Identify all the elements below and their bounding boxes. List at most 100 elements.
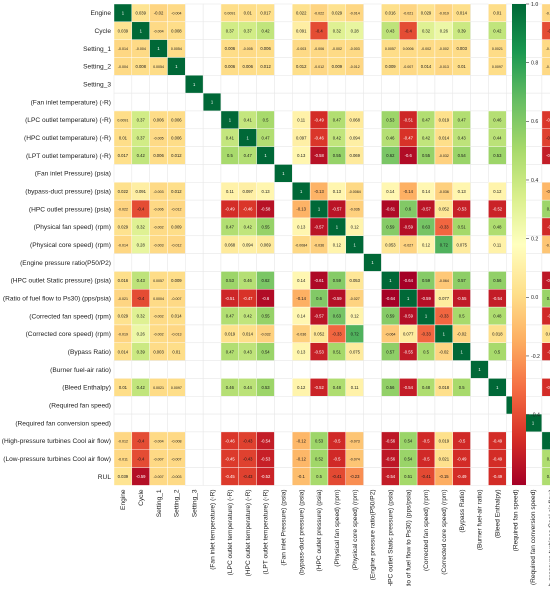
cell-value-21-8: 0.53: [261, 385, 270, 390]
y-tick-label-25: (Low-pressure turbines Cool air flow): [3, 456, 111, 463]
heatmap-cell-16-9: [274, 289, 292, 307]
y-axis-labels: EngineCycleSetting_1Setting_2Setting_3(F…: [2, 10, 112, 481]
cell-value-10-17: 0.14: [422, 189, 431, 194]
cell-value-7-21: 0.44: [493, 135, 502, 140]
cell-value-13-1: 0.28: [137, 242, 146, 247]
x-tick-label-15: (HPC outlet Static pressure) (psia): [388, 489, 395, 586]
heatmap-cell-0-4: [185, 4, 203, 22]
heatmap-cell-14-4: [185, 254, 203, 272]
x-tick-label-3: Setting_2: [174, 489, 181, 517]
heatmap-cell-22-19: [453, 396, 471, 414]
heatmap-cell-9-7: [239, 164, 257, 182]
cell-value-6-16: -0.51: [403, 117, 413, 122]
heatmap-cell-2-4: [185, 40, 203, 58]
heatmap-cell-20-21: [488, 361, 506, 379]
heatmap-cell-22-4: [185, 396, 203, 414]
cell-value-25-16: 0.54: [404, 456, 413, 461]
heatmap-cell-1-23: [524, 22, 542, 40]
cell-value-10-19: 0.13: [458, 189, 467, 194]
x-tick-label-6: (LPC outlet temperature) (◦R): [227, 489, 234, 575]
cell-value-0-10: 0.022: [296, 11, 307, 16]
cell-value-11-15: -0.61: [386, 207, 396, 212]
cell-value-25-18: 0.021: [439, 456, 450, 461]
heatmap-cell-10-9: [274, 182, 292, 200]
cell-value-21-18: 0.018: [439, 385, 450, 390]
x-tick-label-14: (Engine pressure ratio(P50/P2): [370, 489, 377, 580]
heatmap-cell-4-23: [524, 75, 542, 93]
heatmap-cell-4-15: [381, 75, 399, 93]
cell-value-8-10: 0.13: [297, 153, 306, 158]
cell-value-3-17: 0.014: [421, 64, 432, 69]
cell-value-17-8: 0.55: [261, 314, 270, 319]
cell-value-13-17: 0.12: [422, 242, 431, 247]
cell-value-16-10: -0.14: [296, 296, 306, 301]
heatmap-cell-7-4: [185, 129, 203, 147]
cell-value-15-10: 0.14: [297, 278, 306, 283]
y-tick-label-17: (Corrected fan speed) (rpm): [29, 313, 111, 320]
heatmap-cell-9-3: [167, 164, 185, 182]
y-tick-label-18: (Corrected core speed) (rpm): [26, 331, 111, 338]
heatmap-cell-20-11: [310, 361, 328, 379]
x-tick-label-19: (Bypass Ratio): [459, 489, 466, 532]
y-tick-label-20: (Burner fuel-air ratio): [50, 367, 111, 374]
cell-value-1-13: 0.28: [351, 28, 360, 33]
heatmap-cell-8-5: [203, 147, 221, 165]
heatmap-cell-5-8: [257, 93, 275, 111]
cell-value-18-1: 0.26: [137, 331, 146, 336]
heatmap-cell-20-17: [417, 361, 435, 379]
cell-value-15-24: -0.56: [546, 278, 550, 283]
heatmap-cell-20-8: [257, 361, 275, 379]
cell-value-12-10: 0.13: [297, 224, 306, 229]
heatmap-cell-7-14: [364, 129, 382, 147]
heatmap-cell-14-20: [471, 254, 489, 272]
heatmap-cell-5-4: [185, 93, 203, 111]
cell-value-21-16: -0.54: [403, 385, 413, 390]
cell-value-12-11: -0.57: [314, 224, 324, 229]
heatmap-cell-5-7: [239, 93, 257, 111]
cell-value-11-0: -0.022: [118, 208, 128, 212]
heatmap-cell-26-5: [203, 468, 221, 486]
cell-value-15-12: 0.59: [333, 278, 342, 283]
cell-value-13-24: -0.073: [546, 243, 550, 247]
cell-value-16-17: -0.59: [421, 296, 431, 301]
heatmap-cell-23-19: [453, 414, 471, 432]
heatmap-cell-14-16: [399, 254, 417, 272]
heatmap-cell-17-20: [471, 307, 489, 325]
heatmap-cell-1-5: [203, 22, 221, 40]
heatmap-cell-4-18: [435, 75, 453, 93]
cell-value-16-21: -0.54: [493, 296, 503, 301]
heatmap-cell-19-5: [203, 343, 221, 361]
y-tick-label-11: (HPC outlet pressure) (psia): [29, 206, 111, 213]
cell-value-8-0: 0.017: [118, 153, 129, 158]
cell-value-3-19: 0.01: [458, 64, 467, 69]
cell-value-17-10: 0.14: [297, 314, 306, 319]
heatmap-cell-22-7: [239, 396, 257, 414]
heatmap-cell-13-14: [364, 236, 382, 254]
cell-value-2-21: 0.0021: [492, 47, 503, 51]
heatmap-cell-20-10: [292, 361, 310, 379]
cell-value-26-2: -0.007: [153, 475, 163, 479]
heatmap-cell-14-17: [417, 254, 435, 272]
cell-value-2-15: 0.0057: [385, 47, 396, 51]
cell-value-3-16: -0.007: [403, 65, 413, 69]
cell-value-6-7: 0.41: [244, 117, 253, 122]
heatmap-cell-9-15: [381, 164, 399, 182]
cell-value-13-7: 0.094: [242, 242, 253, 247]
heatmap-cell-25-9: [274, 450, 292, 468]
cell-value-7-2: -0.005: [153, 136, 163, 140]
heatmap-cell-23-6: [221, 414, 239, 432]
heatmap-cell-17-9: [274, 307, 292, 325]
heatmap-cell-25-4: [185, 450, 203, 468]
cell-value-24-12: -0.5: [333, 438, 341, 443]
heatmap-cell-22-9: [274, 396, 292, 414]
cell-value-18-15: -0.064: [385, 332, 395, 336]
cell-value-21-2: 0.0021: [153, 386, 164, 390]
cell-value-17-2: -0.002: [153, 315, 163, 319]
heatmap-cell-2-9: [274, 40, 292, 58]
heatmap-cell-10-5: [203, 182, 221, 200]
heatmap-cell-7-5: [203, 129, 221, 147]
heatmap-cell-4-0: [114, 75, 132, 93]
